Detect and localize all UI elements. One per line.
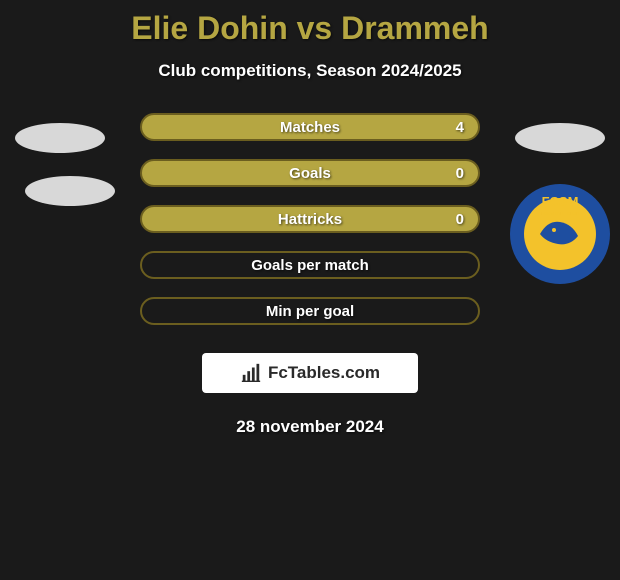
snapshot-date: 28 november 2024 <box>0 417 620 437</box>
stat-label: Hattricks <box>278 211 342 228</box>
stat-label: Goals <box>289 165 331 182</box>
brand-badge: FcTables.com <box>202 353 418 393</box>
stat-label: Matches <box>280 119 340 136</box>
stat-row: Matches 4 <box>140 113 480 141</box>
brand-text: FcTables.com <box>268 363 380 383</box>
placeholder-ellipse-bottom-left <box>25 176 115 206</box>
chart-icon <box>240 362 262 384</box>
badge-text: FCSM <box>542 194 579 209</box>
placeholder-ellipse-top-right <box>515 123 605 153</box>
comparison-title: Elie Dohin vs Drammeh <box>0 0 620 47</box>
stat-label: Min per goal <box>266 303 354 320</box>
stat-value: 0 <box>456 211 464 228</box>
stat-row: Goals 0 <box>140 159 480 187</box>
stat-bar-goals: Goals 0 <box>140 159 480 187</box>
stat-row: Goals per match <box>140 251 480 279</box>
stat-row: Hattricks 0 <box>140 205 480 233</box>
stat-bar-goals-per-match: Goals per match <box>140 251 480 279</box>
stat-value: 4 <box>456 119 464 136</box>
comparison-subtitle: Club competitions, Season 2024/2025 <box>0 61 620 81</box>
stat-bar-hattricks: Hattricks 0 <box>140 205 480 233</box>
stat-value: 0 <box>456 165 464 182</box>
placeholder-ellipse-top-left <box>15 123 105 153</box>
stat-bar-matches: Matches 4 <box>140 113 480 141</box>
badge-subtext: FOOTBALL CLUB <box>541 211 580 216</box>
stat-bar-min-per-goal: Min per goal <box>140 297 480 325</box>
stat-row: Min per goal <box>140 297 480 325</box>
stat-label: Goals per match <box>251 257 369 274</box>
club-badge-fcsm: FCSM FOOTBALL CLUB <box>510 180 610 288</box>
